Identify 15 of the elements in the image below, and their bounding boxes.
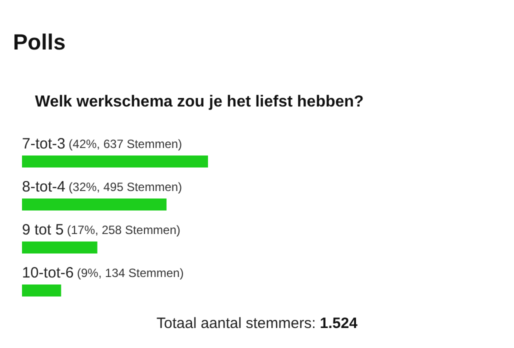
data-label: (9%, 134 Stemmen): [77, 266, 184, 280]
bar: [22, 284, 62, 296]
text: Totaal aantal stemmers: 1.524: [156, 315, 358, 332]
y-tick-label: 9 tot 5: [22, 222, 64, 238]
data-label: (32%, 495 Stemmen): [68, 180, 182, 194]
bar: [22, 198, 167, 210]
chart-title: Polls: [13, 30, 66, 54]
chart-subtitle: Welk werkschema zou je het liefst hebben?: [35, 94, 364, 110]
y-tick-label: 7-tot-3: [22, 136, 66, 152]
bar: [22, 156, 208, 168]
y-tick-label: 8-tot-4: [22, 178, 66, 196]
y-tick-label: 10-tot-6: [22, 264, 74, 282]
bar: [22, 242, 98, 254]
data-label: (42%, 637 Stemmen): [68, 137, 182, 151]
data-label: (17%, 258 Stemmen): [67, 223, 180, 237]
